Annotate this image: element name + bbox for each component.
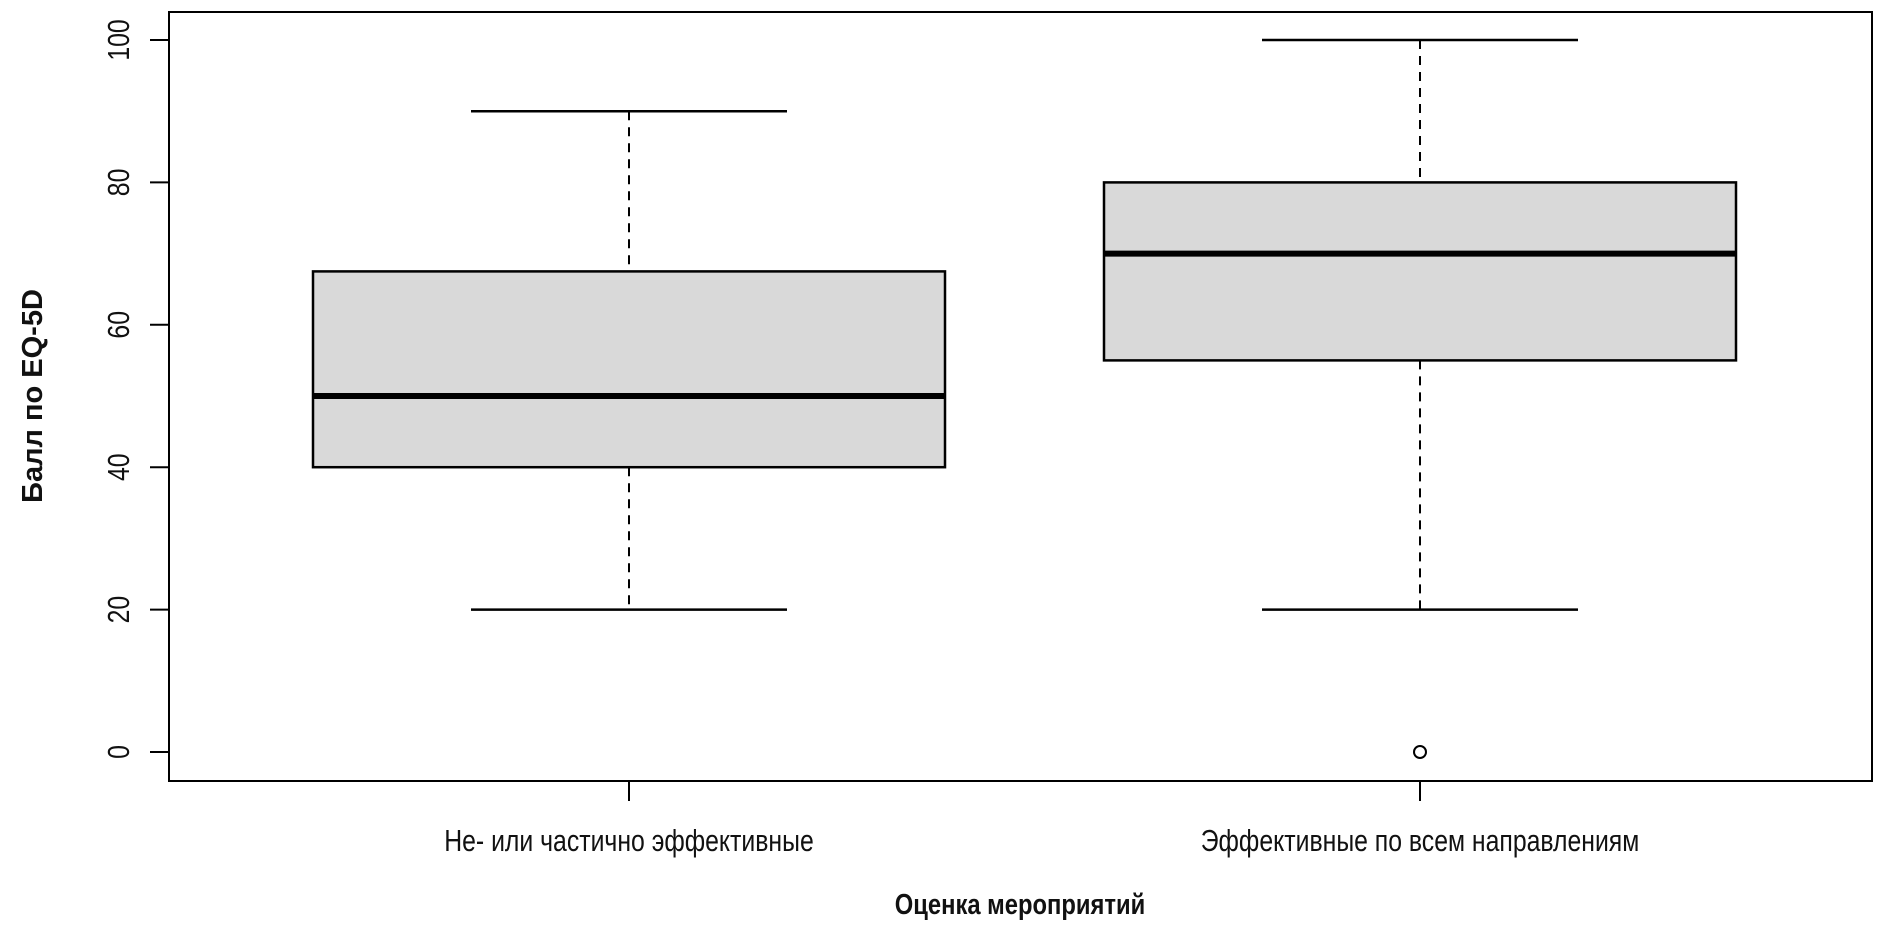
y-tick-label: 100 xyxy=(101,19,135,60)
x-axis-title: Оценка мероприятий xyxy=(895,888,1145,921)
y-tick-label: 60 xyxy=(101,311,135,339)
outlier-point xyxy=(1413,745,1427,759)
box-group xyxy=(311,109,947,611)
y-tick-label: 40 xyxy=(101,453,135,481)
box-group xyxy=(1102,38,1738,759)
x-tick-label: Не- или частично эффективные xyxy=(444,823,814,857)
boxes xyxy=(311,38,1738,759)
plot-frame xyxy=(168,11,1873,782)
y-tick-label: 80 xyxy=(101,169,135,197)
x-axis: Не- или частично эффективные Эффективные … xyxy=(444,781,1639,858)
x-tick-label: Эффективные по всем направлениям xyxy=(1201,823,1640,857)
y-tick-label: 20 xyxy=(101,596,135,624)
y-axis-title: Балл по EQ-5D xyxy=(17,289,49,503)
y-tick-label: 0 xyxy=(101,745,135,759)
iqr-box xyxy=(311,270,947,469)
iqr-box xyxy=(1102,181,1738,362)
y-axis: 0 20 40 60 80 100 xyxy=(101,19,169,759)
